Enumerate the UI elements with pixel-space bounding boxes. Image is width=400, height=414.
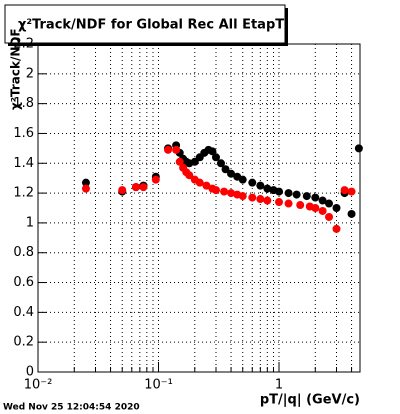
point	[131, 183, 140, 192]
point	[347, 187, 356, 196]
y-tick-label: 1	[26, 215, 34, 230]
x-tick-label: 1	[275, 378, 283, 393]
point	[296, 201, 305, 210]
point	[139, 183, 148, 192]
y-tick-label: 1.6	[13, 126, 34, 141]
point	[347, 209, 356, 218]
point	[318, 206, 327, 215]
point	[227, 169, 236, 178]
point	[211, 153, 220, 162]
point	[164, 145, 173, 154]
point	[238, 192, 247, 201]
point	[238, 175, 247, 184]
y-tick-label: 1.8	[13, 96, 34, 111]
y-tick-label: 0	[26, 365, 34, 380]
point	[151, 175, 160, 184]
y-tick-label: 0.4	[13, 305, 34, 320]
point	[256, 195, 265, 204]
y-tick-label: 0.2	[13, 335, 34, 350]
point	[208, 147, 217, 156]
timestamp: Wed Nov 25 12:04:54 2020	[3, 403, 140, 413]
x-tick-label: 10⁻²	[24, 378, 53, 393]
point	[220, 187, 229, 196]
point	[175, 157, 184, 166]
title-box	[4, 4, 286, 44]
point	[325, 199, 334, 208]
point	[248, 178, 257, 187]
y-tick-label: 0.6	[13, 275, 34, 290]
point	[216, 159, 225, 168]
point	[354, 144, 363, 153]
point	[302, 192, 311, 201]
point	[248, 193, 257, 202]
point	[195, 178, 204, 187]
point	[185, 171, 194, 180]
point	[202, 181, 211, 190]
y-axis-title: χ²Track/NDF	[9, 28, 23, 110]
y-tick-label: 2	[26, 66, 34, 81]
point	[227, 189, 236, 198]
x-axis-title: pT/|q| (GeV/c)	[260, 393, 360, 408]
point	[332, 204, 341, 212]
y-tick-label: 2.2	[13, 37, 34, 52]
point	[325, 212, 334, 221]
point	[81, 178, 90, 187]
plot-area	[37, 43, 363, 373]
point	[284, 199, 293, 208]
point	[275, 187, 284, 196]
point	[311, 193, 320, 202]
point	[211, 186, 220, 195]
point	[275, 198, 284, 207]
point	[263, 196, 272, 205]
point	[221, 165, 230, 174]
point	[81, 184, 90, 193]
point	[292, 190, 301, 199]
point	[340, 186, 349, 195]
point	[256, 181, 265, 190]
point	[172, 145, 181, 154]
point	[118, 186, 127, 195]
point	[263, 184, 272, 193]
point	[332, 224, 341, 233]
chart-title: χ²Track/NDF for Global Rec All EtapT	[18, 18, 284, 33]
y-tick-label: 1.4	[13, 156, 34, 171]
point	[318, 196, 327, 205]
y-tick-label: 0.8	[13, 245, 34, 260]
point	[311, 204, 320, 212]
x-tick-label: 10⁻¹	[144, 378, 173, 393]
point	[284, 189, 293, 198]
y-tick-label: 1.2	[13, 186, 34, 201]
